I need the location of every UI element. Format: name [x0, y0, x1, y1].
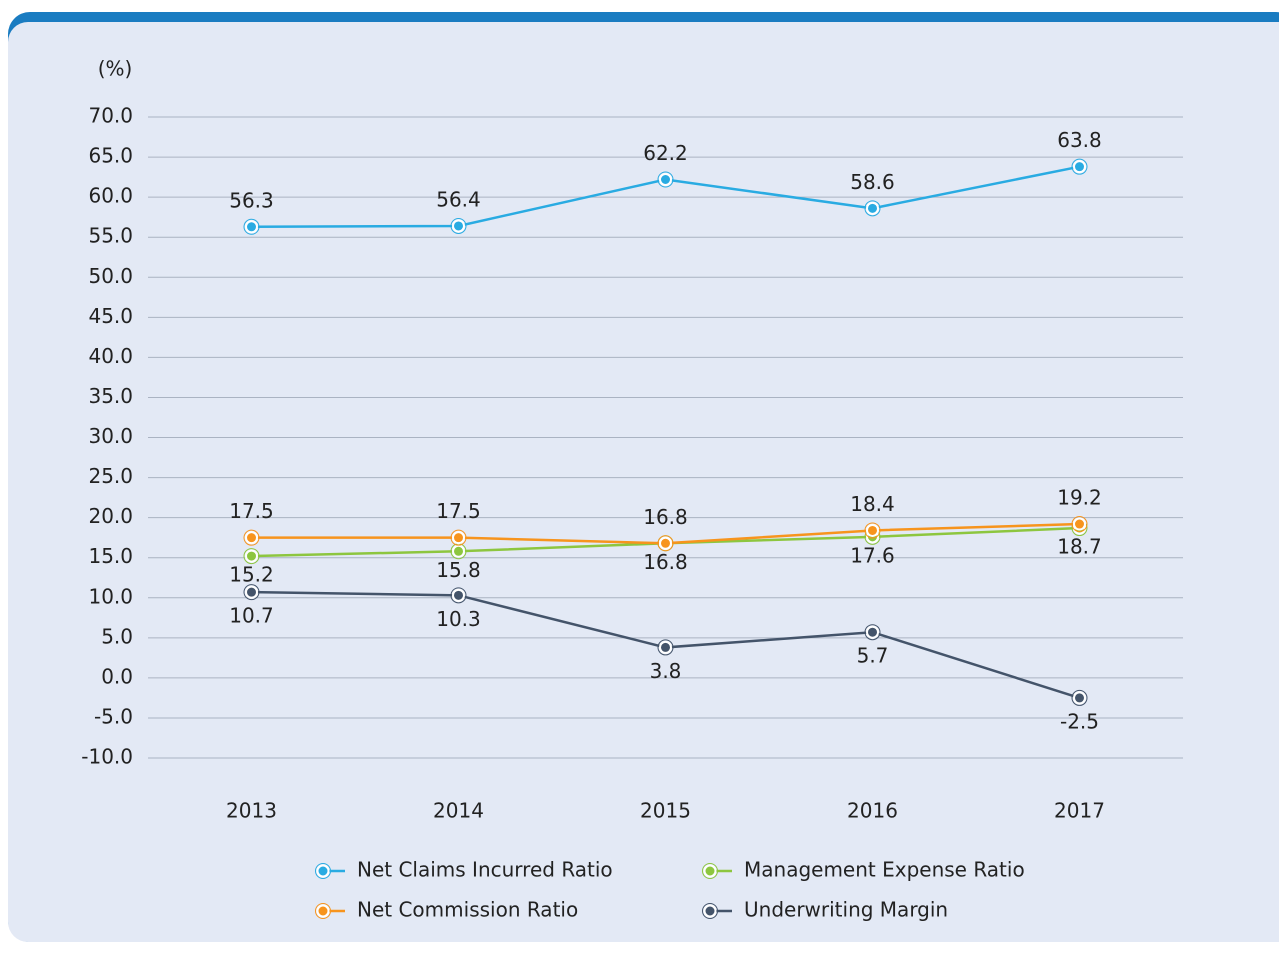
- data-label: 3.8: [650, 659, 682, 683]
- data-label: 17.5: [229, 499, 274, 523]
- data-label: -2.5: [1060, 709, 1099, 733]
- legend-label: Net Claims Incurred Ratio: [357, 858, 613, 882]
- point: [450, 587, 467, 604]
- y-tick-label: 50.0: [88, 264, 133, 288]
- y-tick-label: 55.0: [88, 224, 133, 248]
- y-tick-label: 15.0: [88, 544, 133, 568]
- point: [243, 584, 260, 601]
- y-tick-label: -5.0: [94, 704, 133, 728]
- data-label: 17.6: [850, 543, 895, 567]
- point: [864, 624, 881, 641]
- data-label: 56.4: [436, 187, 481, 211]
- y-tick-label: -10.0: [81, 745, 133, 769]
- point: [450, 529, 467, 546]
- y-tick-label: 10.0: [88, 584, 133, 608]
- legend-marker: [702, 863, 718, 879]
- data-label: 10.3: [436, 607, 481, 631]
- y-tick-label: 0.0: [101, 664, 133, 688]
- data-label: 5.7: [857, 644, 889, 668]
- data-label: 10.7: [229, 604, 274, 628]
- x-tick-label: 2014: [433, 799, 484, 823]
- point: [864, 522, 881, 539]
- point: [657, 535, 674, 552]
- data-label: 16.8: [643, 550, 688, 574]
- point: [1071, 158, 1088, 175]
- y-tick-label: 60.0: [88, 184, 133, 208]
- legend-label: Management Expense Ratio: [744, 858, 1025, 882]
- data-label: 19.2: [1057, 486, 1102, 510]
- y-axis-label: (%): [98, 57, 133, 81]
- data-label: 58.6: [850, 170, 895, 194]
- legend-label: Underwriting Margin: [744, 898, 948, 922]
- panel: [8, 22, 1279, 942]
- point: [1071, 689, 1088, 706]
- x-tick-label: 2013: [226, 799, 277, 823]
- y-tick-label: 40.0: [88, 344, 133, 368]
- x-tick-label: 2017: [1054, 799, 1105, 823]
- data-label: 18.7: [1057, 535, 1102, 559]
- point: [657, 171, 674, 188]
- point: [657, 639, 674, 656]
- data-label: 56.3: [229, 188, 274, 212]
- data-label: 18.4: [850, 492, 895, 516]
- data-label: 63.8: [1057, 128, 1102, 152]
- point: [243, 548, 260, 565]
- point: [243, 529, 260, 546]
- legend-marker: [702, 903, 718, 919]
- data-label: 15.8: [436, 558, 481, 582]
- point: [864, 200, 881, 217]
- legend-marker: [315, 903, 331, 919]
- data-label: 62.2: [643, 141, 688, 165]
- data-label: 15.2: [229, 563, 274, 587]
- x-tick-label: 2015: [640, 799, 691, 823]
- y-tick-label: 20.0: [88, 504, 133, 528]
- data-label: 17.5: [436, 499, 481, 523]
- x-tick-label: 2016: [847, 799, 898, 823]
- y-tick-label: 45.0: [88, 304, 133, 328]
- y-tick-label: 70.0: [88, 104, 133, 128]
- legend-marker: [315, 863, 331, 879]
- point: [1071, 516, 1088, 533]
- data-label: 16.8: [643, 505, 688, 529]
- y-tick-label: 5.0: [101, 624, 133, 648]
- y-tick-label: 65.0: [88, 144, 133, 168]
- y-tick-label: 30.0: [88, 424, 133, 448]
- y-tick-label: 35.0: [88, 384, 133, 408]
- point: [450, 543, 467, 560]
- y-tick-label: 25.0: [88, 464, 133, 488]
- point: [450, 217, 467, 234]
- point: [243, 218, 260, 235]
- legend-label: Net Commission Ratio: [357, 898, 578, 922]
